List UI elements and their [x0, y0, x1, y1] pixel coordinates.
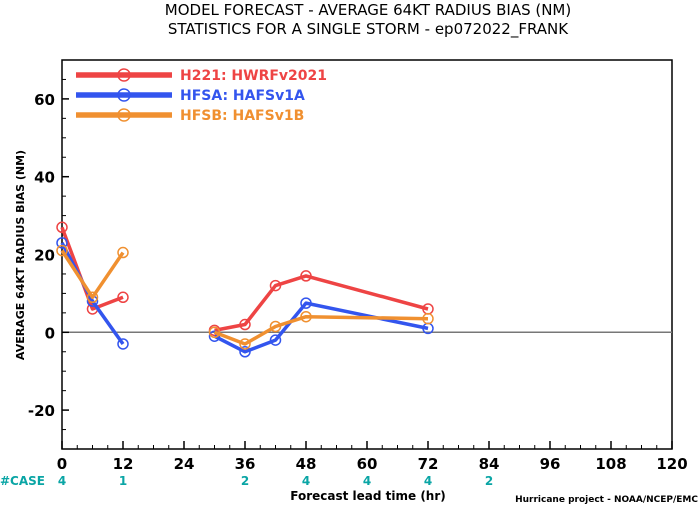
y-tick-label: 40 [34, 169, 55, 187]
data-point [86, 291, 99, 304]
data-point [208, 326, 221, 339]
case-count: 1 [119, 474, 127, 488]
x-tick-label: 60 [357, 455, 378, 473]
chart-title-line2: STATISTICS FOR A SINGLE STORM - ep072022… [168, 20, 569, 39]
data-point [300, 297, 312, 309]
case-label: #CASE [0, 474, 45, 488]
legend-label: H221: HWRFv2021 [180, 68, 327, 84]
series-line-2 [213, 301, 429, 354]
data-point [269, 334, 282, 346]
x-tick-label: 12 [113, 455, 134, 473]
legend-label: HFSA: HAFSv1A [180, 88, 305, 104]
data-point [117, 291, 129, 304]
data-point [56, 221, 68, 234]
data-point [117, 246, 129, 259]
data-point [300, 310, 312, 323]
plot-frame [61, 59, 673, 450]
case-count: 4 [424, 474, 432, 488]
footer-credit: Hurricane project - NOAA/NCEP/EMC [515, 495, 698, 505]
x-tick-label: 36 [235, 455, 256, 473]
data-point [239, 338, 251, 350]
data-point [422, 312, 434, 325]
x-tick-label: 108 [595, 455, 626, 473]
x-tick-label: 0 [57, 455, 67, 473]
y-axis-label: AVERAGE 64KT RADIUS BIAS (NM) [14, 150, 27, 360]
case-count: 4 [363, 474, 371, 488]
y-tick-label: 60 [34, 91, 55, 109]
legend-label: HFSB: HAFSv1B [180, 108, 304, 124]
series-line-2 [60, 241, 125, 346]
y-tick-label: 0 [45, 324, 55, 342]
data-point [300, 270, 312, 282]
series-line-1 [60, 226, 124, 311]
data-point [56, 237, 68, 249]
case-count: 2 [241, 474, 249, 488]
x-tick-label: 96 [540, 455, 561, 473]
x-tick-label: 120 [656, 455, 687, 473]
legend-swatch-marker [117, 68, 131, 82]
series-line-1 [214, 274, 429, 333]
data-point [239, 318, 251, 331]
legend-swatch-marker [117, 88, 131, 102]
legend: H221: HWRFv2021 HFSA: HAFSv1A HFSB: HAFSv1… [76, 68, 327, 124]
chart-title-line1: MODEL FORECAST - AVERAGE 64KT RADIUS BIA… [165, 1, 571, 19]
data-point [208, 330, 221, 342]
x-tick-label: 72 [418, 455, 439, 473]
case-count: 4 [58, 474, 66, 488]
data-point [269, 279, 282, 292]
data-point [239, 346, 251, 358]
y-tick-label: 20 [34, 247, 55, 265]
data-point [56, 244, 68, 257]
x-tick-label: 84 [479, 455, 500, 473]
series-line-3 [213, 314, 429, 346]
x-tick-label: 48 [296, 455, 317, 473]
y-tick-label: -20 [28, 402, 55, 420]
data-point [117, 338, 129, 350]
legend-swatch-marker [117, 108, 131, 122]
series-line-3 [60, 249, 125, 300]
x-axis-label: Forecast lead time (hr) [290, 489, 446, 503]
x-tick-label: 24 [174, 455, 195, 473]
case-count: 4 [302, 474, 310, 488]
case-count: 2 [485, 474, 493, 488]
data-point [269, 320, 282, 333]
